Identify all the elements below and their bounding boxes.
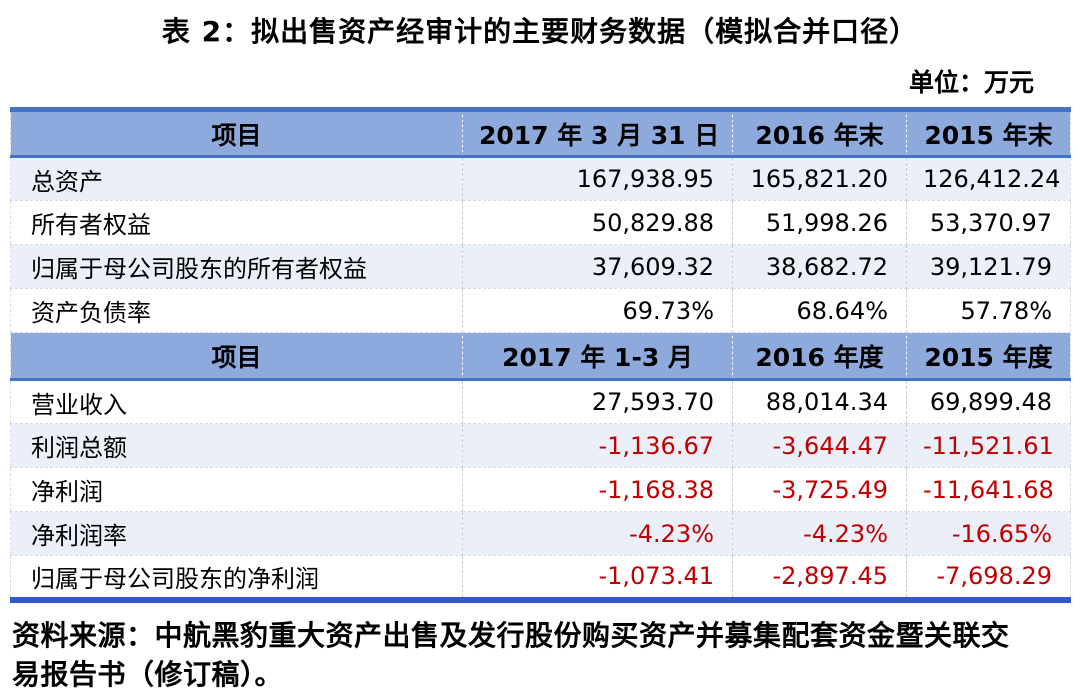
cell-value: 38,682.72 — [733, 245, 907, 289]
cell-value: 27,593.70 — [463, 380, 733, 424]
cell-value: 37,609.32 — [463, 245, 733, 289]
row-label: 所有者权益 — [11, 201, 463, 245]
cell-value: -4.23% — [463, 512, 733, 556]
cell-value: 165,821.20 — [733, 157, 907, 201]
income-section: 项目 2017 年 1-3 月 2016 年度 2015 年度 营业收入 27,… — [11, 333, 1071, 600]
column-header-item: 项目 — [11, 110, 463, 157]
table-row-debt-ratio: 资产负债率 69.73% 68.64% 57.78% — [11, 289, 1071, 333]
table-row-total-assets: 总资产 167,938.95 165,821.20 126,412.24 — [11, 157, 1071, 201]
cell-value: -16.65% — [907, 512, 1071, 556]
row-label: 归属于母公司股东的净利润 — [11, 556, 463, 600]
column-header-item: 项目 — [11, 333, 463, 380]
row-label: 营业收入 — [11, 380, 463, 424]
table-row-operating-revenue: 营业收入 27,593.70 88,014.34 69,899.48 — [11, 380, 1071, 424]
table-row-net-profit-attributable-to-parent: 归属于母公司股东的净利润 -1,073.41 -2,897.45 -7,698.… — [11, 556, 1071, 600]
column-header-2017-03-31: 2017 年 3 月 31 日 — [463, 110, 733, 157]
unit-label: 单位：万元 — [0, 50, 1080, 107]
column-header-2016-year-end: 2016 年末 — [733, 110, 907, 157]
cell-value: 69.73% — [463, 289, 733, 333]
income-header-row: 项目 2017 年 1-3 月 2016 年度 2015 年度 — [11, 333, 1071, 380]
balance-header-row: 项目 2017 年 3 月 31 日 2016 年末 2015 年末 — [11, 110, 1071, 157]
cell-value: 126,412.24 — [907, 157, 1071, 201]
column-header-2015-full-year: 2015 年度 — [907, 333, 1071, 380]
cell-value: 69,899.48 — [907, 380, 1071, 424]
cell-value: 51,998.26 — [733, 201, 907, 245]
column-header-2015-year-end: 2015 年末 — [907, 110, 1071, 157]
cell-value: -2,897.45 — [733, 556, 907, 600]
table-title: 表 2：拟出售资产经审计的主要财务数据（模拟合并口径） — [0, 0, 1080, 50]
cell-value: -1,073.41 — [463, 556, 733, 600]
cell-value: -1,136.67 — [463, 424, 733, 468]
source-note-line1: 资料来源：中航黑豹重大资产出售及发行股份购买资产并募集配套资金暨关联交 — [12, 616, 1068, 656]
cell-value: -4.23% — [733, 512, 907, 556]
cell-value: 57.78% — [907, 289, 1071, 333]
balance-section: 项目 2017 年 3 月 31 日 2016 年末 2015 年末 总资产 1… — [11, 110, 1071, 333]
table-row-equity-attributable-to-parent: 归属于母公司股东的所有者权益 37,609.32 38,682.72 39,12… — [11, 245, 1071, 289]
cell-value: -1,168.38 — [463, 468, 733, 512]
cell-value: 88,014.34 — [733, 380, 907, 424]
cell-value: 68.64% — [733, 289, 907, 333]
row-label: 归属于母公司股东的所有者权益 — [11, 245, 463, 289]
row-label: 利润总额 — [11, 424, 463, 468]
row-label: 净利润率 — [11, 512, 463, 556]
cell-value: 39,121.79 — [907, 245, 1071, 289]
table-row-owners-equity: 所有者权益 50,829.88 51,998.26 53,370.97 — [11, 201, 1071, 245]
row-label: 净利润 — [11, 468, 463, 512]
financial-table: 项目 2017 年 3 月 31 日 2016 年末 2015 年末 总资产 1… — [10, 107, 1071, 603]
cell-value: 167,938.95 — [463, 157, 733, 201]
row-label: 总资产 — [11, 157, 463, 201]
source-note: 资料来源：中航黑豹重大资产出售及发行股份购买资产并募集配套资金暨关联交 易报告书… — [12, 616, 1068, 695]
cell-value: -3,725.49 — [733, 468, 907, 512]
row-label: 资产负债率 — [11, 289, 463, 333]
cell-value: 50,829.88 — [463, 201, 733, 245]
cell-value: -3,644.47 — [733, 424, 907, 468]
cell-value: -7,698.29 — [907, 556, 1071, 600]
cell-value: -11,521.61 — [907, 424, 1071, 468]
table-row-net-profit-margin: 净利润率 -4.23% -4.23% -16.65% — [11, 512, 1071, 556]
cell-value: 53,370.97 — [907, 201, 1071, 245]
table-row-total-profit: 利润总额 -1,136.67 -3,644.47 -11,521.61 — [11, 424, 1071, 468]
column-header-2017-q1: 2017 年 1-3 月 — [463, 333, 733, 380]
cell-value: -11,641.68 — [907, 468, 1071, 512]
source-note-line2: 易报告书（修订稿）。 — [12, 655, 1068, 695]
table-row-net-profit: 净利润 -1,168.38 -3,725.49 -11,641.68 — [11, 468, 1071, 512]
column-header-2016-full-year: 2016 年度 — [733, 333, 907, 380]
